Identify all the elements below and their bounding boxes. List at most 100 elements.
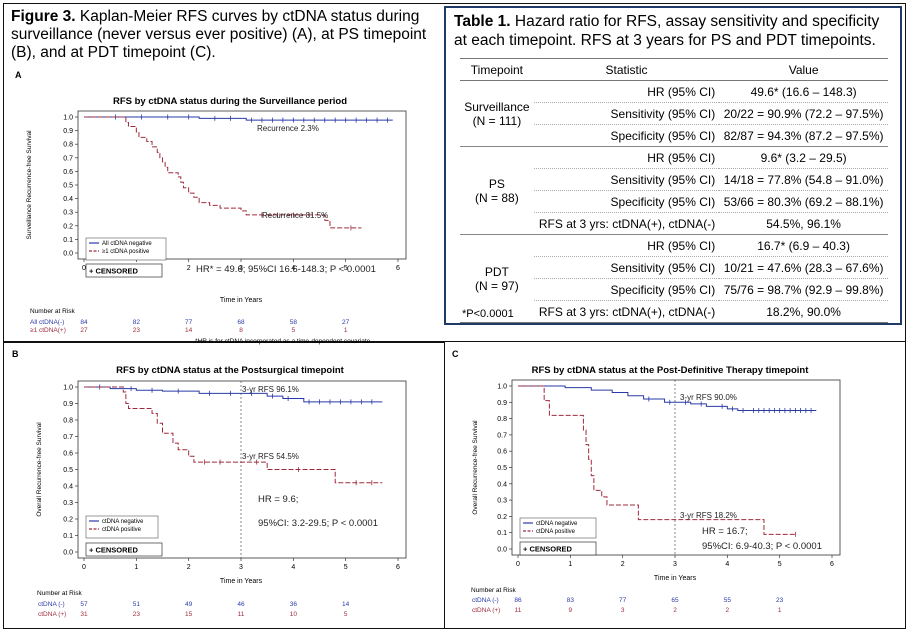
y-tick-label: 0.3: [497, 498, 507, 505]
risk-row-label: ctDNA (-): [38, 601, 65, 608]
risk-count: 10: [290, 611, 298, 618]
timepoint-n: (N = 88): [475, 190, 519, 205]
y-tick-label: 0.9: [497, 400, 507, 407]
panel-c-border: [444, 341, 906, 629]
risk-count: 5: [292, 327, 296, 334]
y-axis-label: Overall Recurrence-free Survival: [472, 420, 479, 515]
risk-count: 49: [185, 601, 193, 608]
risk-count: 77: [185, 319, 193, 326]
y-tick-label: 0.6: [497, 449, 507, 456]
x-axis-label: Time in Years: [654, 575, 697, 582]
risk-table-title: Number at Risk: [30, 308, 76, 315]
y-tick-label: 0.8: [63, 418, 73, 425]
risk-count: 1: [778, 607, 782, 614]
x-tick-label: 6: [830, 561, 834, 568]
statistic-cell: RFS at 3 yrs: ctDNA(+), ctDNA(-): [533, 300, 720, 323]
risk-count: 23: [133, 611, 141, 618]
table-row: Sensitivity (95% CI) 10/21 = 47.6% (28.3 …: [460, 256, 888, 279]
censored-key-box: [85, 542, 163, 557]
x-axis-label: Time in Years: [220, 297, 263, 304]
risk-row-label: ctDNA (-): [472, 597, 499, 604]
risk-count: 46: [237, 601, 245, 608]
x-tick-label: 1: [134, 564, 138, 571]
statistic-cell: Specificity (95% CI): [533, 124, 720, 147]
risk-count: 11: [515, 607, 522, 614]
y-tick-label: 0.1: [63, 533, 73, 540]
y-tick-label: 0.8: [63, 142, 73, 149]
chart-annotation: HR = 16.7;: [702, 526, 748, 537]
legend-label: ctDNA negative: [536, 521, 578, 527]
chart-annotation: HR* = 49.6; 95%CI 16.6-148.3; P < 0.0001: [196, 264, 376, 275]
y-tick-label: 0.5: [497, 465, 507, 472]
risk-count: 77: [619, 597, 627, 604]
x-axis-label: Time in Years: [220, 578, 263, 585]
chart-annotation: 3-yr RFS 18.2%: [680, 511, 737, 520]
chart-annotation: 3-yr RFS 90.0%: [680, 393, 737, 402]
timepoint-name: PS: [488, 176, 505, 191]
risk-count: 11: [238, 611, 245, 618]
legend-box: [519, 517, 597, 539]
value-cell: 14/18 = 77.8% (54.8 – 91.0%): [719, 168, 888, 191]
table-row: Specificity (95% CI) 53/66 = 80.3% (69.2 …: [460, 190, 888, 213]
risk-count: 55: [724, 597, 732, 604]
x-tick-label: 6: [396, 265, 400, 272]
x-tick-label: 5: [344, 564, 348, 571]
table-panel: Table 1. Hazard ratio for RFS, assay sen…: [444, 6, 902, 325]
chart-annotation: 3-yr RFS 96.1%: [242, 385, 299, 394]
positive-survival-curve: [84, 386, 383, 484]
risk-count: 14: [185, 327, 193, 334]
risk-count: 23: [133, 327, 141, 334]
risk-count: 58: [290, 319, 298, 326]
legend-label: All ctDNA negative: [102, 241, 152, 247]
y-tick-label: 0.4: [497, 481, 507, 488]
panel-letter: A: [15, 70, 22, 80]
y-tick-label: 0.3: [63, 210, 73, 217]
risk-count: 27: [342, 319, 350, 326]
x-tick-label: 0: [516, 561, 520, 568]
risk-count: 15: [185, 611, 193, 618]
y-tick-label: 0.5: [63, 467, 73, 474]
chart-footnote: *HR is for ctDNA incorporated as a time-…: [195, 338, 371, 345]
header-statistic: Statistic: [533, 58, 720, 81]
value-cell: 10/21 = 47.6% (28.3 – 67.6%): [719, 256, 888, 279]
panel-letter: C: [452, 349, 459, 359]
x-tick-label: 5: [778, 561, 782, 568]
table-row: Sensitivity (95% CI) 20/22 = 90.9% (72.2 …: [460, 102, 888, 125]
x-tick-label: 0: [82, 564, 86, 571]
x-tick-label: 4: [725, 561, 729, 568]
x-tick-label: 3: [239, 265, 243, 272]
figure-caption: Figure 3. Kaplan-Meier RFS curves by ctD…: [11, 8, 431, 62]
risk-count: 57: [80, 601, 88, 608]
value-cell: 9.6* (3.2 – 29.5): [719, 146, 888, 169]
y-tick-label: 0.7: [63, 155, 73, 162]
timepoint-n: (N = 111): [472, 113, 522, 128]
y-tick-label: 0.5: [63, 183, 73, 190]
value-cell: 18.2%, 90.0%: [719, 300, 888, 323]
positive-survival-curve: [84, 116, 362, 229]
risk-count: 9: [569, 607, 573, 614]
risk-count: 14: [342, 601, 350, 608]
x-tick-label: 4: [291, 265, 295, 272]
risk-count: 31: [80, 611, 88, 618]
risk-count: 23: [776, 597, 784, 604]
chart-annotation: 3-yr RFS 54.5%: [242, 452, 299, 461]
y-tick-label: 0.7: [497, 432, 507, 439]
timepoint-name: Surveillance: [464, 99, 530, 114]
legend-box: [85, 237, 167, 261]
x-tick-label: 2: [187, 564, 191, 571]
table-caption-text: Hazard ratio for RFS, assay sensitivity …: [454, 13, 880, 49]
risk-count: 36: [290, 601, 298, 608]
negative-survival-curve: [518, 385, 817, 411]
statistic-cell: Specificity (95% CI): [533, 190, 720, 213]
figure-caption-text: Kaplan-Meier RFS curves by ctDNA status …: [11, 8, 427, 61]
statistic-cell: Specificity (95% CI): [533, 278, 720, 301]
y-axis-label: Surveillance Recurrence-free Survival: [26, 130, 33, 240]
y-tick-label: 0.0: [63, 550, 73, 557]
statistic-cell: HR (95% CI): [647, 84, 716, 99]
table-row: RFS at 3 yrs: ctDNA(+), ctDNA(-) 18.2%, 9…: [460, 300, 888, 323]
value-cell: 20/22 = 90.9% (72.2 – 97.5%): [719, 102, 888, 125]
legend-label: ctDNA positive: [102, 527, 142, 533]
y-tick-label: 1.0: [497, 384, 507, 391]
risk-count: 1: [344, 327, 348, 334]
